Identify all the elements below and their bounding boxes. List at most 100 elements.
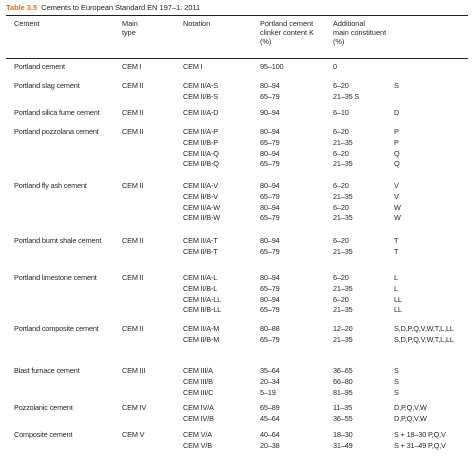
constituent-type-cell: P [394, 137, 399, 147]
constituent-type-cell: S [394, 366, 399, 375]
additional-constituent-cell: 6–20 [333, 273, 349, 282]
constituent-type-cells: L L LL LL [394, 273, 402, 316]
notation-cell: CEM II/B-LL [183, 305, 222, 315]
additional-constituent-cell: 18–30 [333, 430, 353, 439]
notation-cells: CEM III/A CEM III/B CEM III/C [183, 366, 213, 398]
additional-constituent-cell: 31–49 [333, 440, 353, 450]
cement-name: Portland fly ash cement [14, 181, 87, 190]
additional-constituent-cell: 66–80 [333, 376, 353, 386]
clinker-content-cells: 80–94 65–79 80–94 65–79 [260, 273, 280, 316]
additional-constituent-cell: 36–65 [333, 366, 353, 375]
clinker-content-cell: 35–64 [260, 366, 280, 375]
notation-cells: CEM II/A-P CEM II/B-P CEM II/A-Q CEM II/B-Q [183, 127, 219, 170]
notation-cells: CEM II/A-M CEM II/B-M [183, 324, 219, 346]
additional-constituent-cells: 6–20 21–35 6–20 21–35 [333, 181, 353, 224]
clinker-content-cell: 20–38 [260, 440, 280, 450]
notation-cell: CEM II/A-V [183, 181, 218, 190]
clinker-content-cells: 80–94 65–79 80–94 65–79 [260, 181, 280, 224]
constituent-type-cell: T [394, 236, 399, 245]
additional-constituent-cell: 6–20 [333, 294, 349, 304]
clinker-content-cell: 80–94 [260, 236, 280, 245]
notation-cell: CEM II/B-V [183, 191, 218, 201]
additional-constituent-cells: 6–20 21–35 S [333, 81, 359, 103]
clinker-content-cell: 95–100 [260, 62, 284, 71]
constituent-type-cell: D [394, 108, 400, 117]
constituent-type-cells: S + 18–30 P,Q,V S + 31–49 P,Q,V [394, 430, 446, 452]
notation-cell: CEM II/A-W [183, 202, 221, 212]
cement-name: Portland cement [14, 62, 65, 71]
additional-constituent-cell: 0 [333, 62, 337, 71]
additional-constituent-cells: 11–35 36–55 [333, 403, 353, 425]
main-type: CEM III [122, 366, 146, 375]
notation-cell: CEM II/B-S [183, 91, 218, 101]
additional-constituent-cell: 21–35 [333, 213, 353, 223]
notation-cell: CEM II/A-D [183, 108, 219, 117]
constituent-type-cell: LL [394, 305, 402, 315]
notation-cell: CEM II/B-M [183, 334, 220, 344]
clinker-content-cells: 35–64 20–34 5–19 [260, 366, 280, 398]
additional-constituent-cell: 21–35 S [333, 91, 360, 101]
notation-cell: CEM IV/B [183, 413, 214, 423]
cement-name: Portland burnt shale cement [14, 236, 102, 245]
additional-constituent-cell: 6–10 [333, 108, 349, 117]
constituent-type-cell: S + 31–49 P,Q,V [394, 440, 446, 450]
clinker-content-cell: 65–79 [260, 334, 280, 344]
table-number: Table 3.5 [6, 3, 38, 12]
notation-cell: CEM II/A-L [183, 273, 218, 282]
constituent-type-cell: S [394, 376, 399, 386]
notation-cells: CEM II/A-V CEM II/B-V CEM II/A-W CEM II/B-W [183, 181, 220, 224]
clinker-content-cell: 40–64 [260, 430, 280, 439]
clinker-content-cell: 65–79 [260, 159, 280, 169]
table-caption: Table 3.5 Cements to European Standard E… [6, 3, 200, 12]
constituent-type-cell: W [394, 202, 401, 212]
constituent-type-cells: S [394, 81, 399, 103]
notation-cell: CEM II/A-T [183, 236, 218, 245]
clinker-content-cell: 65–79 [260, 137, 280, 147]
additional-constituent-cell: 21–35 [333, 283, 353, 293]
additional-constituent-cells: 6–20 21–35 6–20 21–35 [333, 273, 353, 316]
additional-constituent-cell: 21–35 [333, 305, 353, 315]
additional-constituent-cell: 6–20 [333, 127, 349, 136]
clinker-content-cell: 80–94 [260, 81, 280, 90]
constituent-type-cell: LL [394, 294, 402, 304]
additional-constituent-cells: 6–10 [333, 108, 349, 119]
notation-cells: CEM IV/A CEM IV/B [183, 403, 214, 425]
clinker-content-cell: 65–79 [260, 283, 280, 293]
cement-name: Portland composite cement [14, 324, 99, 333]
constituent-type-cell: L [394, 273, 398, 282]
notation-cells: CEM II/A-S CEM II/B-S [183, 81, 218, 103]
notation-cell: CEM II/B-L [183, 283, 218, 293]
constituent-type-cell: D,P,Q,V,W [394, 413, 427, 423]
main-type: CEM V [122, 430, 145, 439]
constituent-type-cell: V [394, 181, 399, 190]
notation-cell: CEM III/C [183, 387, 214, 397]
notation-cell: CEM III/B [183, 376, 213, 386]
clinker-content-cells: 95–100 [260, 62, 284, 73]
cement-name: Blast furnace cement [14, 366, 80, 375]
additional-constituent-cell: 36–55 [333, 413, 353, 423]
notation-cell: CEM II/A-LL [183, 294, 222, 304]
notation-cell: CEM II/A-S [183, 81, 218, 90]
clinker-content-cell: 80–94 [260, 202, 280, 212]
main-type: CEM II [122, 324, 144, 333]
main-type: CEM II [122, 81, 144, 90]
notation-cell: CEM III/A [183, 366, 213, 375]
notation-cell: CEM II/B-T [183, 246, 218, 256]
notation-cell: CEM V/B [183, 440, 212, 450]
notation-cell: CEM II/A-Q [183, 148, 219, 158]
main-type: CEM II [122, 127, 144, 136]
additional-constituent-cells: 6–20 21–35 [333, 236, 353, 258]
additional-constituent-cells: 0 [333, 62, 337, 73]
additional-constituent-cells: 36–65 66–80 81–95 [333, 366, 353, 398]
clinker-content-cells: 80–94 65–79 80–94 65–79 [260, 127, 280, 170]
additional-constituent-cell: 21–35 [333, 137, 353, 147]
table-title: Cements to European Standard EN 197–1: 2… [41, 3, 201, 12]
constituent-type-cell: S + 18–30 P,Q,V [394, 430, 446, 439]
clinker-content-cell: 65–89 [260, 403, 280, 412]
cement-name: Portland pozzolana cement [14, 127, 99, 136]
clinker-content-cells: 80–88 65–79 [260, 324, 280, 346]
constituent-type-cell: S,D,P,Q,V,W,T,L,LL [394, 324, 454, 333]
constituent-type-cell: S,D,P,Q,V,W,T,L,LL [394, 334, 454, 344]
cement-name: Portland slag cement [14, 81, 80, 90]
